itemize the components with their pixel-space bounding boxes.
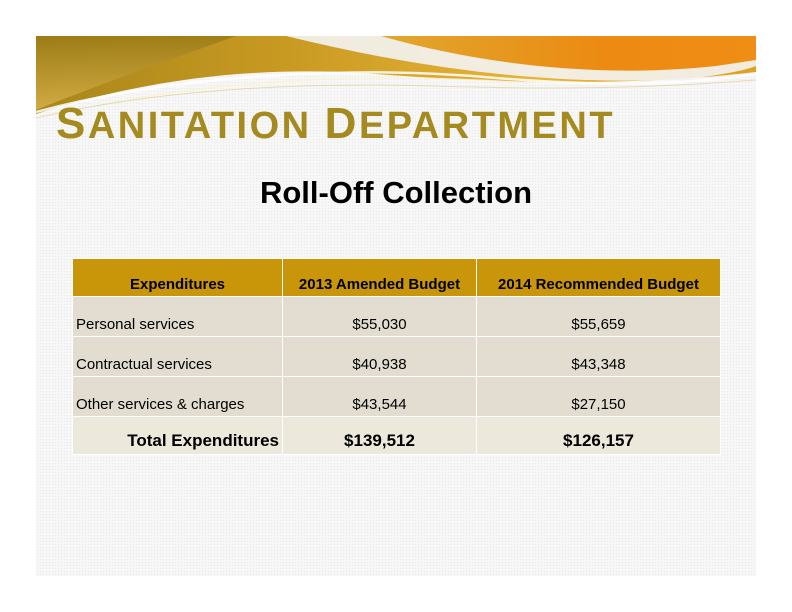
page-title-part-1: ANITATION <box>87 105 325 147</box>
table-row: Contractual services $40,938 $43,348 <box>72 336 721 377</box>
table-row: Personal services $55,030 $55,659 <box>72 296 721 337</box>
slide: SANITATION DEPARTMENT Roll-Off Collectio… <box>36 36 756 576</box>
page-title-initial-s: S <box>56 99 88 148</box>
row-2014-value: $43,348 <box>476 336 721 377</box>
row-2013-value: $40,938 <box>282 336 477 377</box>
row-label: Contractual services <box>72 336 283 377</box>
row-label: Personal services <box>72 296 283 337</box>
table-row: Other services & charges $43,544 $27,150 <box>72 376 721 417</box>
budget-table: Expenditures 2013 Amended Budget 2014 Re… <box>72 258 721 455</box>
total-2013-value: $139,512 <box>282 416 477 455</box>
header-swoosh-graphic <box>36 36 756 119</box>
page-title: SANITATION DEPARTMENT <box>56 102 615 146</box>
subtitle: Roll-Off Collection <box>259 175 533 210</box>
row-2013-value: $43,544 <box>282 376 477 417</box>
page-title-initial-d: D <box>324 99 359 148</box>
total-2014-value: $126,157 <box>476 416 721 455</box>
header-expenditures: Expenditures <box>72 258 283 297</box>
row-2014-value: $55,659 <box>476 296 721 337</box>
row-2013-value: $55,030 <box>282 296 477 337</box>
header-2014-recommended-budget: 2014 Recommended Budget <box>476 258 721 297</box>
total-label: Total Expenditures <box>72 416 283 455</box>
page-title-part-2: EPARTMENT <box>358 105 616 147</box>
header-2013-amended-budget: 2013 Amended Budget <box>282 258 477 297</box>
table-header-row: Expenditures 2013 Amended Budget 2014 Re… <box>72 258 721 297</box>
row-2014-value: $27,150 <box>476 376 721 417</box>
row-label: Other services & charges <box>72 376 283 417</box>
total-row: Total Expenditures $139,512 $126,157 <box>72 416 721 455</box>
